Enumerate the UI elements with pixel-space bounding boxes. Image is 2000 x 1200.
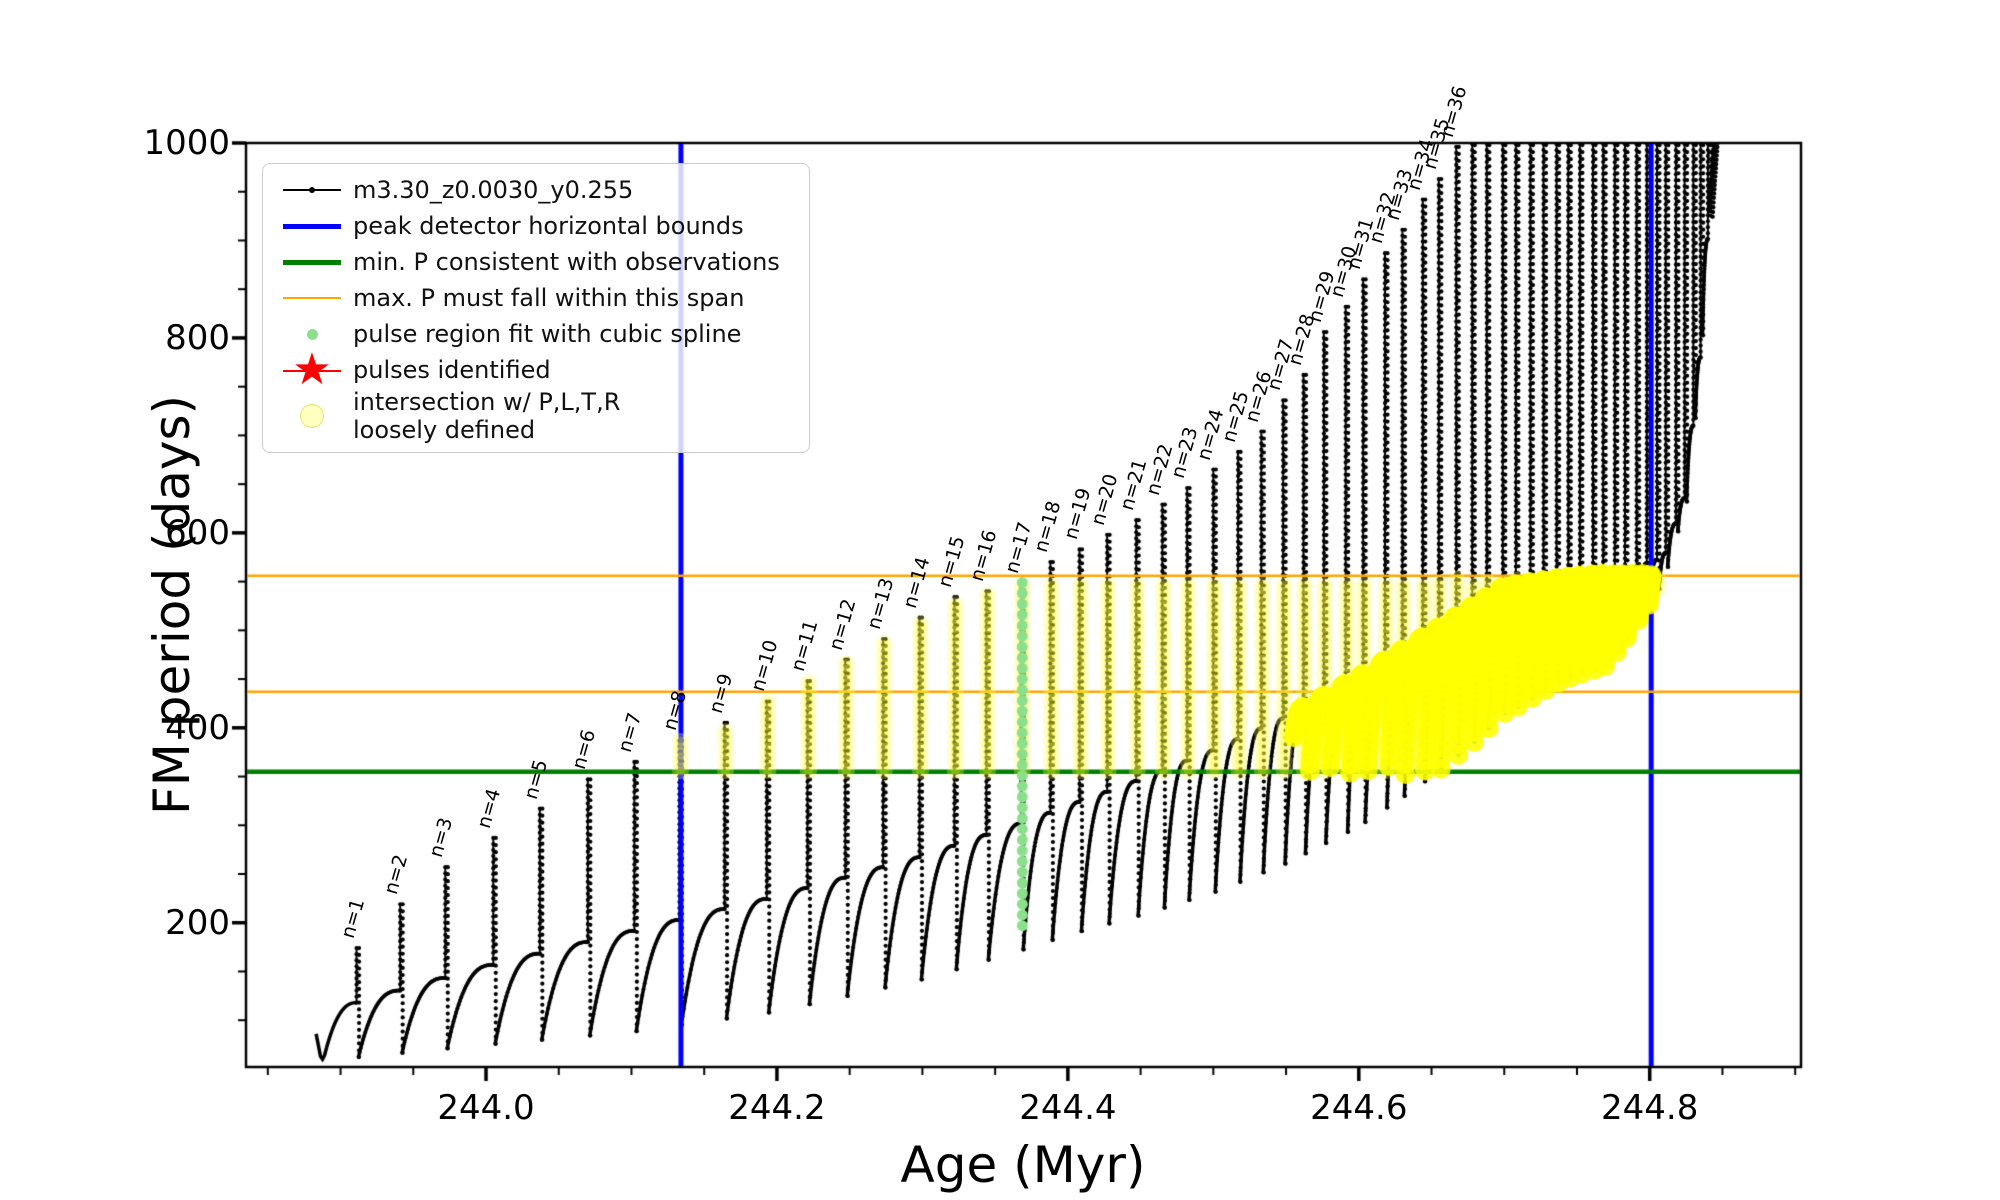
legend-item-label: pulses identified (353, 356, 551, 384)
legend-item: max. P must fall within this span (271, 280, 795, 316)
x-axis-title: Age (Myr) (900, 1136, 1146, 1194)
bound-line-icon (271, 223, 353, 229)
star-icon: ★ (271, 348, 353, 392)
legend-item: min. P consistent with observations (271, 244, 795, 280)
legend-item: ★ pulses identified (271, 348, 795, 392)
legend-item-label: intersection w/ P,L,T,R loosely defined (353, 388, 621, 444)
legend-item: m3.30_z0.0030_y0.255 (271, 172, 795, 208)
x-tick-label: 244.0 (437, 1088, 535, 1128)
x-tick-label: 244.4 (1019, 1088, 1117, 1128)
intersection-dot-icon (271, 404, 353, 428)
legend-item: intersection w/ P,L,T,R loosely defined (271, 388, 795, 444)
bound-line-icon (271, 259, 353, 265)
spline-dot-icon (271, 328, 353, 340)
x-tick-label: 244.6 (1310, 1088, 1408, 1128)
x-tick-label: 244.2 (728, 1088, 826, 1128)
legend-item-label: max. P must fall within this span (353, 284, 745, 312)
series-line-icon (271, 187, 353, 193)
y-tick-label: 800 (165, 317, 230, 358)
y-tick-label: 400 (165, 707, 230, 748)
legend-item-label: pulse region fit with cubic spline (353, 320, 742, 348)
legend-item-label: min. P consistent with observations (353, 248, 780, 276)
y-tick-label: 600 (165, 512, 230, 553)
legend-item-label: m3.30_z0.0030_y0.255 (353, 176, 634, 204)
y-tick-label: 200 (165, 902, 230, 943)
legend-item-label: peak detector horizontal bounds (353, 212, 744, 240)
legend-item: pulse region fit with cubic spline (271, 316, 795, 352)
x-tick-label: 244.8 (1601, 1088, 1699, 1128)
legend-item: peak detector horizontal bounds (271, 208, 795, 244)
y-axis-title: FM period (days) (143, 395, 201, 815)
y-tick-label: 1000 (143, 123, 230, 163)
span-line-icon (271, 296, 353, 300)
